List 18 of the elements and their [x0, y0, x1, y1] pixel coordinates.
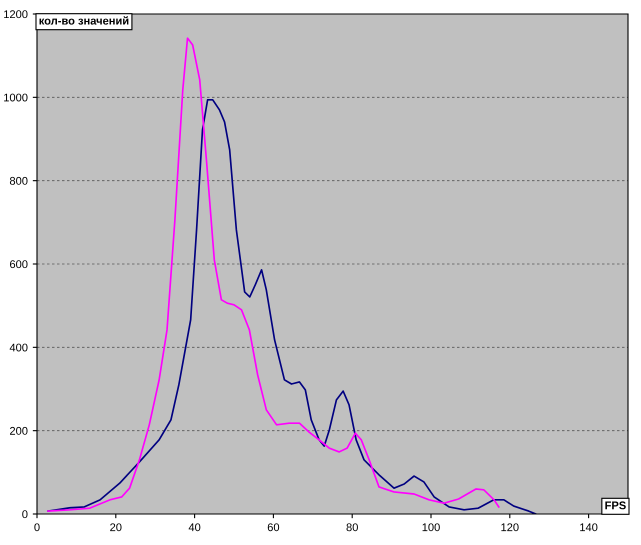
x-tick-label: 20: [110, 523, 122, 532]
x-tick-label: 100: [422, 523, 440, 532]
x-tick-label: 60: [268, 523, 280, 532]
y-tick-label: 1000: [4, 94, 28, 102]
x-tick-label: 40: [188, 523, 200, 532]
line-series: [47, 37, 500, 512]
x-tick-label: 140: [580, 523, 598, 532]
y-tick-label: 400: [10, 344, 28, 352]
y-tick-label: 600: [10, 260, 28, 268]
x-tick-label: 120: [501, 523, 519, 532]
y-tick-label: 200: [10, 426, 28, 435]
y-tick-label: 0: [22, 510, 28, 518]
y-tick-label: 1200: [4, 10, 28, 18]
y-tick-label: 800: [10, 176, 28, 185]
y-axis-title: кол-во значений: [40, 16, 128, 25]
x-axis-title: FPS: [605, 501, 626, 510]
x-tick-label: 0: [34, 523, 40, 532]
x-tick-label: 80: [346, 523, 358, 532]
